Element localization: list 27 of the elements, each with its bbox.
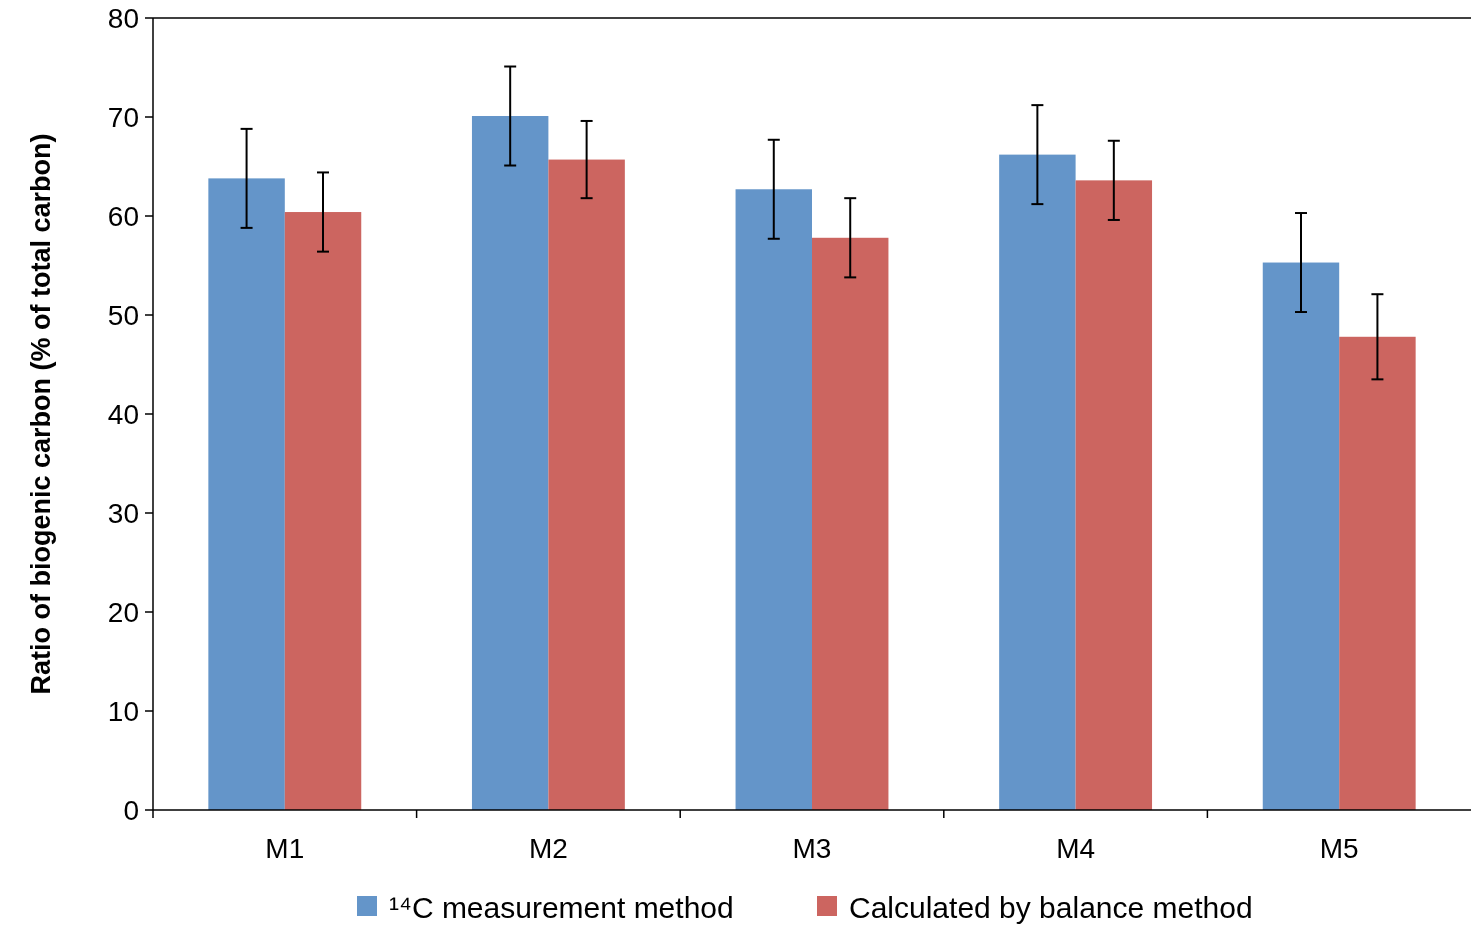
y-tick-label: 50 [107,299,139,331]
y-axis-title: Ratio of biogenic carbon (% of total carbon) [26,133,56,695]
x-tick-label: M2 [528,833,568,864]
bar [1075,180,1153,810]
y-tick-label: 10 [107,695,139,727]
bar [548,159,625,810]
bar [471,116,549,810]
y-tick-label: 0 [123,794,139,826]
y-tick-label: 20 [107,596,139,628]
bar [208,178,285,810]
y-tick-label: 40 [107,398,139,430]
bar [735,189,812,810]
bar [1262,262,1340,810]
legend-label: ¹⁴C measurement method [389,891,734,924]
bar [1339,336,1416,810]
bar [999,154,1076,810]
bar [812,237,889,810]
y-tick-label: 80 [107,2,139,34]
x-tick-label: M4 [1056,833,1096,864]
x-tick-label: M5 [1319,833,1359,864]
x-tick-label: M1 [265,833,305,864]
legend-label: Calculated by balance method [849,891,1253,924]
y-tick-label: 70 [107,101,139,133]
y-tick-label: 60 [107,200,139,232]
x-tick-label: M3 [792,833,832,864]
bar [284,212,362,810]
y-tick-label: 30 [107,497,139,529]
